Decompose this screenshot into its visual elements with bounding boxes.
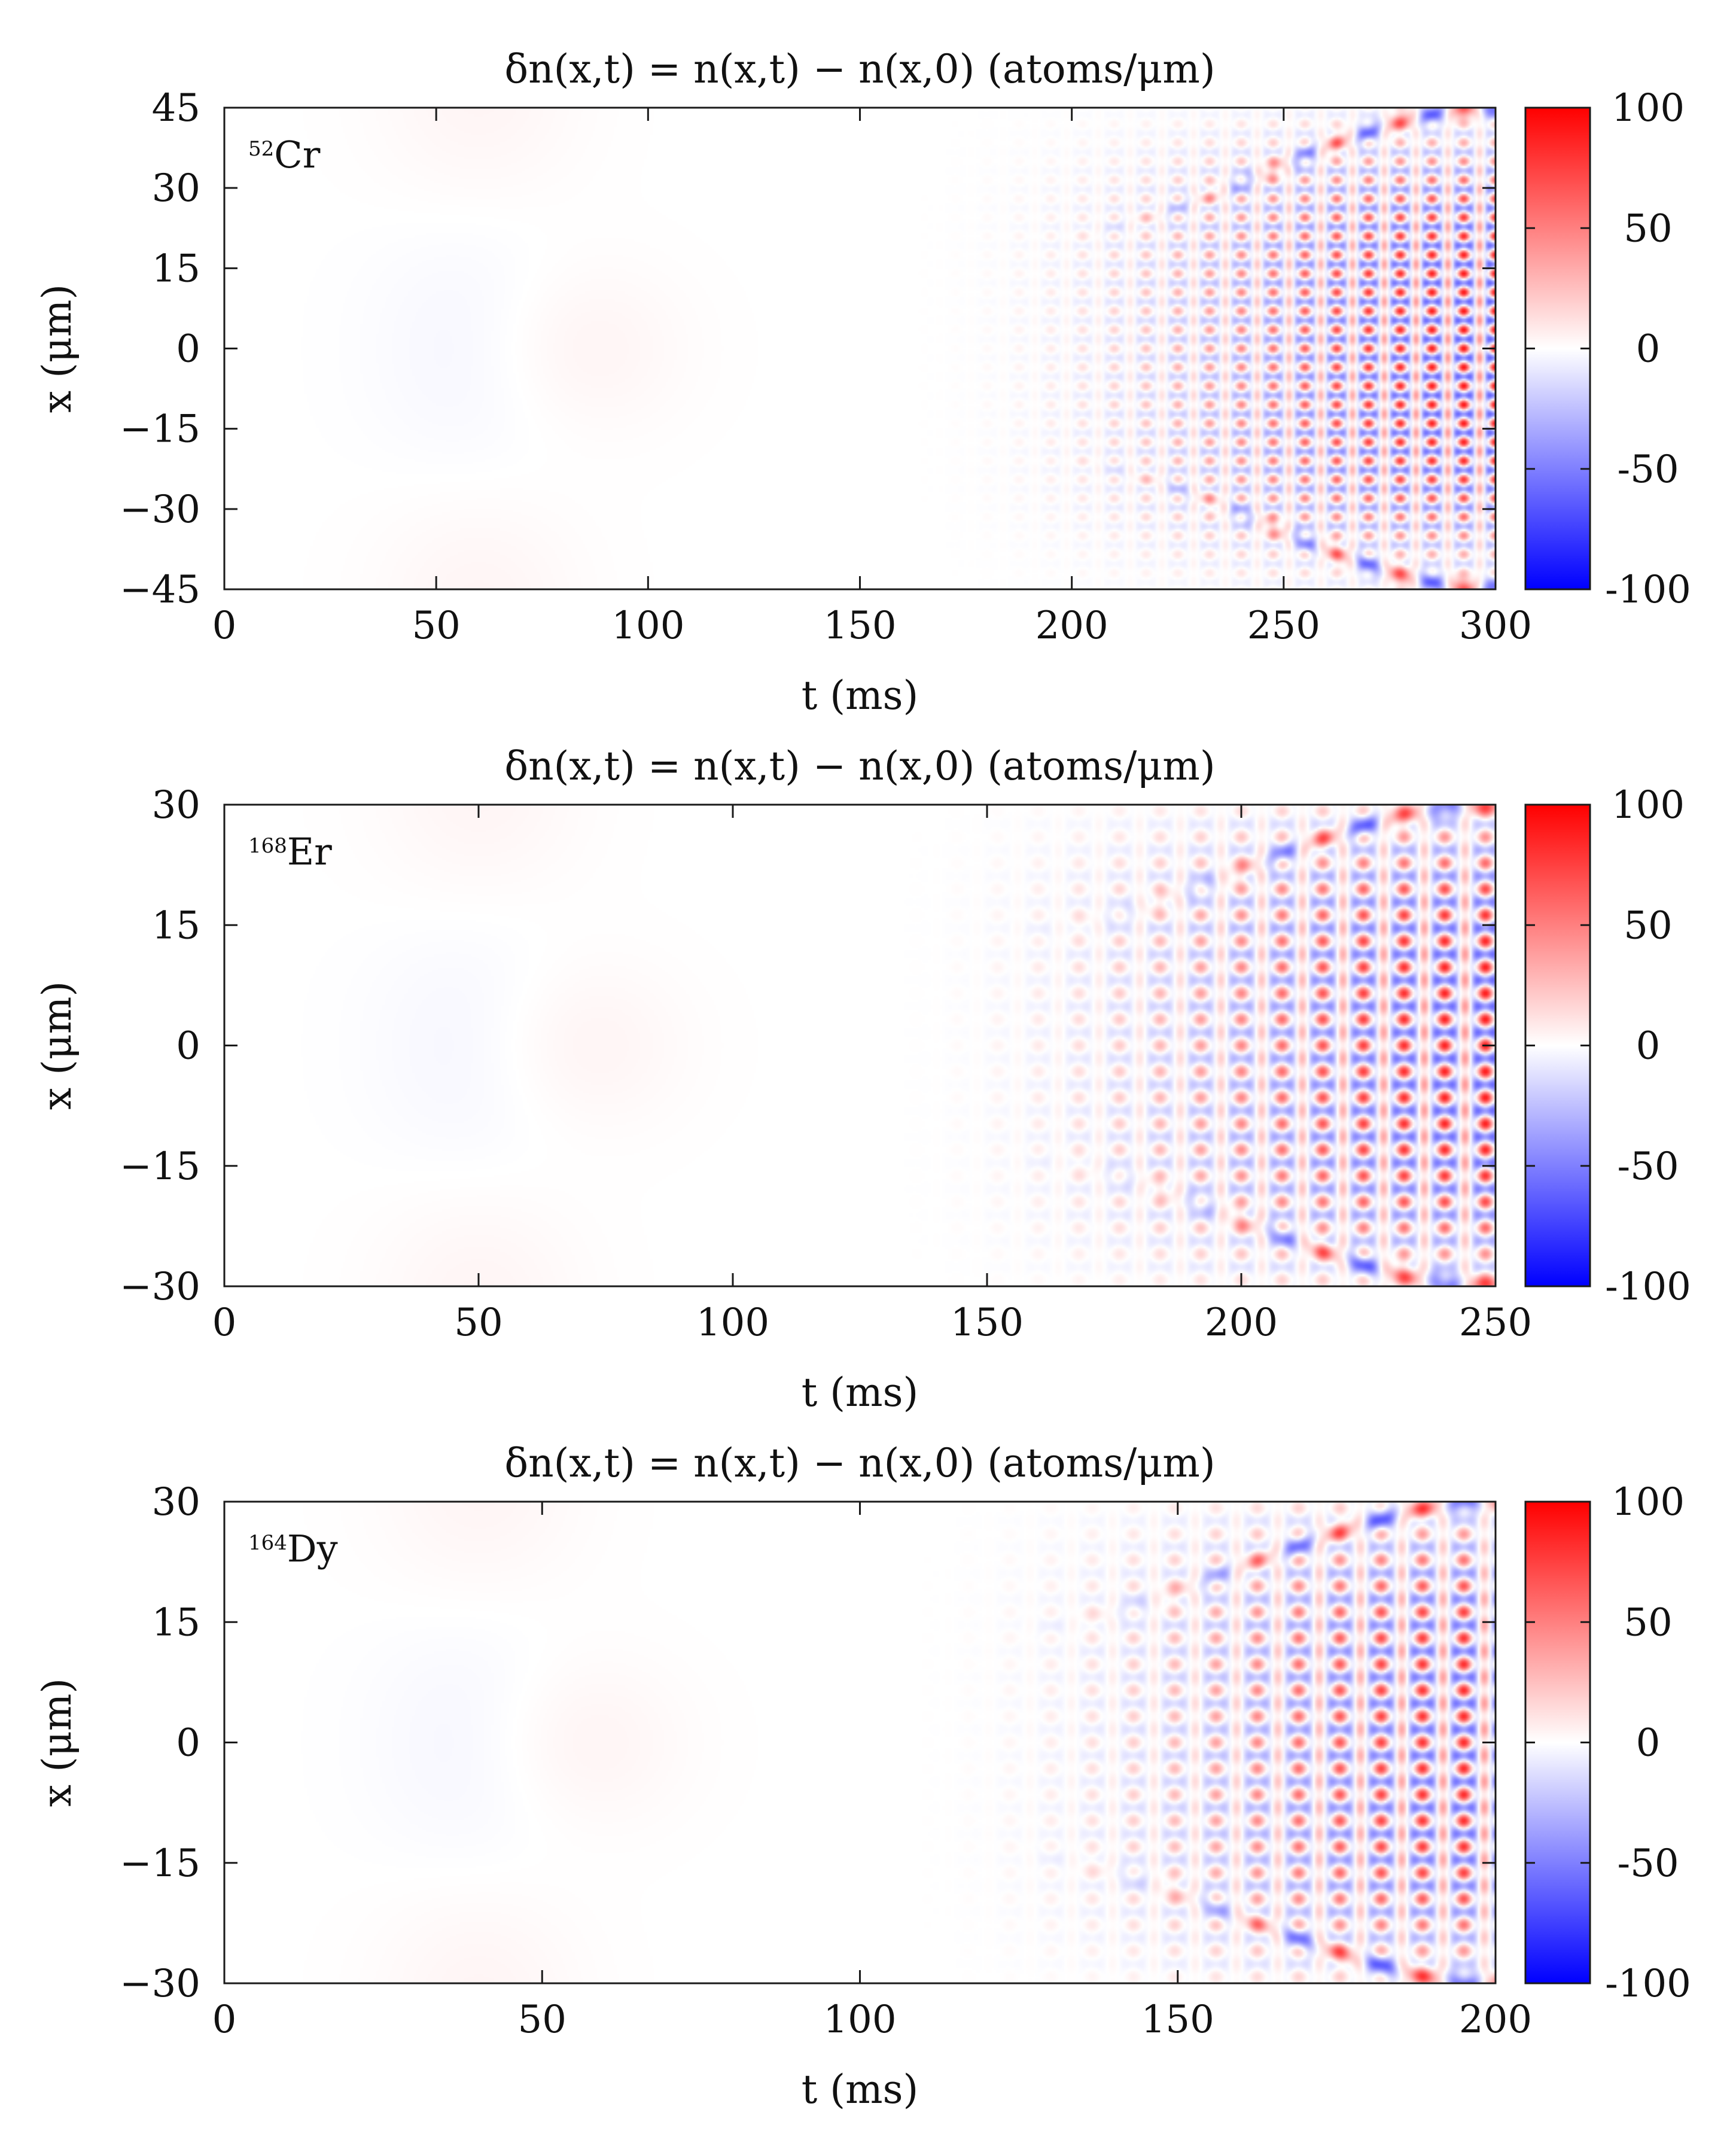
- x-tick-label: 50: [412, 604, 460, 648]
- chart-title: δn(x,t) = n(x,t) − n(x,0) (atoms/μm): [504, 743, 1215, 789]
- y-tick-label: −15: [120, 1841, 200, 1886]
- chart-title: δn(x,t) = n(x,t) − n(x,0) (atoms/μm): [504, 1440, 1215, 1486]
- y-tick-label: 15: [152, 1600, 200, 1645]
- x-tick-label: 100: [823, 1998, 896, 2042]
- y-tick-label: −30: [120, 488, 200, 532]
- colorbar-tick-label: 0: [1636, 1721, 1661, 1766]
- x-tick-label: 0: [212, 1301, 237, 1345]
- colorbar-tick-label: 100: [1612, 783, 1685, 827]
- colorbar-tick-label: 50: [1624, 206, 1672, 251]
- chart-title: δn(x,t) = n(x,t) − n(x,0) (atoms/μm): [504, 46, 1215, 92]
- isotope-label: 164Dy: [248, 1527, 338, 1570]
- x-tick-label: 100: [611, 604, 684, 648]
- y-tick-label: 30: [152, 783, 200, 827]
- colorbar-tick-label: 100: [1612, 86, 1685, 130]
- x-tick-label: 250: [1459, 1301, 1532, 1345]
- colorbar-tick-label: 50: [1624, 903, 1672, 948]
- y-axis-label: x (μm): [34, 981, 80, 1110]
- x-tick-label: 50: [454, 1301, 502, 1345]
- x-tick-label: 150: [823, 604, 896, 648]
- x-tick-label: 100: [696, 1301, 769, 1345]
- colorbar-tick-label: 50: [1624, 1600, 1672, 1645]
- colorbar-tick-label: 0: [1636, 1024, 1661, 1069]
- y-tick-label: 15: [152, 246, 200, 291]
- y-tick-label: 30: [152, 166, 200, 211]
- heatmap-image: [224, 108, 1496, 589]
- panel-1: δn(x,t) = n(x,t) − n(x,0) (atoms/μm) 52Cr…: [34, 46, 1691, 719]
- y-tick-label: −15: [120, 1144, 200, 1189]
- x-tick-label: 50: [518, 1998, 567, 2042]
- y-tick-label: 0: [176, 327, 200, 372]
- x-tick-label: 250: [1247, 604, 1320, 648]
- x-tick-label: 200: [1035, 604, 1108, 648]
- heatmap-image: [224, 805, 1496, 1286]
- x-tick-label: 0: [212, 1998, 237, 2042]
- colorbar-tick-label: -100: [1605, 1962, 1691, 2006]
- y-tick-label: −30: [120, 1962, 200, 2006]
- x-axis-label: t (ms): [802, 1369, 918, 1416]
- x-tick-label: 150: [1141, 1998, 1214, 2042]
- panel-3: δn(x,t) = n(x,t) − n(x,0) (atoms/μm) 164D…: [34, 1440, 1691, 2113]
- y-tick-label: −45: [120, 568, 200, 612]
- x-tick-label: 150: [951, 1301, 1024, 1345]
- isotope-label: 52Cr: [248, 133, 321, 176]
- colorbar-tick-label: 0: [1636, 327, 1661, 372]
- colorbar-tick-label: -50: [1617, 1841, 1679, 1886]
- y-tick-label: −30: [120, 1265, 200, 1309]
- x-tick-label: 200: [1459, 1998, 1532, 2042]
- colorbar-tick-label: 100: [1612, 1480, 1685, 1524]
- panel-2: δn(x,t) = n(x,t) − n(x,0) (atoms/μm) 168E…: [34, 743, 1691, 1416]
- y-tick-label: 30: [152, 1480, 200, 1524]
- y-tick-label: 45: [152, 86, 200, 130]
- x-tick-label: 0: [212, 604, 237, 648]
- heatmap-image: [224, 1502, 1496, 1983]
- colorbar-tick-label: -100: [1605, 568, 1691, 612]
- x-tick-label: 200: [1205, 1301, 1278, 1345]
- colorbar-tick-label: -50: [1617, 1144, 1679, 1189]
- isotope-label: 168Er: [248, 830, 332, 873]
- y-tick-label: 0: [176, 1024, 200, 1069]
- colorbar: [1524, 803, 1591, 1287]
- colorbar: [1524, 106, 1591, 590]
- x-axis-label: t (ms): [802, 2066, 918, 2113]
- y-tick-label: −15: [120, 407, 200, 452]
- colorbar: [1524, 1500, 1591, 1984]
- colorbar-tick-label: -100: [1605, 1265, 1691, 1309]
- y-axis-label: x (μm): [34, 1678, 80, 1807]
- x-tick-label: 300: [1459, 604, 1532, 648]
- y-tick-label: 15: [152, 903, 200, 948]
- y-tick-label: 0: [176, 1721, 200, 1766]
- colorbar-tick-label: -50: [1617, 448, 1679, 492]
- y-axis-label: x (μm): [34, 284, 80, 413]
- x-axis-label: t (ms): [802, 672, 918, 719]
